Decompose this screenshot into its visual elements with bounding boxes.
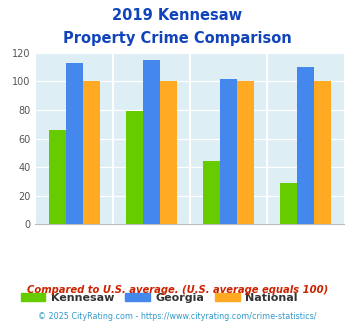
Bar (160, 82, 177, 224)
Bar (203, 161, 220, 224)
Bar (66, 63, 83, 224)
Text: 2019 Kennesaw: 2019 Kennesaw (113, 8, 242, 23)
Bar (280, 183, 297, 224)
Bar (314, 82, 331, 224)
Text: © 2025 CityRating.com - https://www.cityrating.com/crime-statistics/: © 2025 CityRating.com - https://www.city… (38, 312, 317, 321)
Bar (83, 82, 100, 224)
Bar (237, 82, 254, 224)
Text: Property Crime Comparison: Property Crime Comparison (63, 31, 292, 46)
Bar (143, 60, 160, 224)
Bar (49, 130, 66, 224)
Bar (220, 79, 237, 224)
Legend: Kennesaw, Georgia, National: Kennesaw, Georgia, National (16, 288, 302, 307)
Bar (297, 67, 314, 224)
Bar (126, 112, 143, 224)
Text: Compared to U.S. average. (U.S. average equals 100): Compared to U.S. average. (U.S. average … (27, 285, 328, 295)
